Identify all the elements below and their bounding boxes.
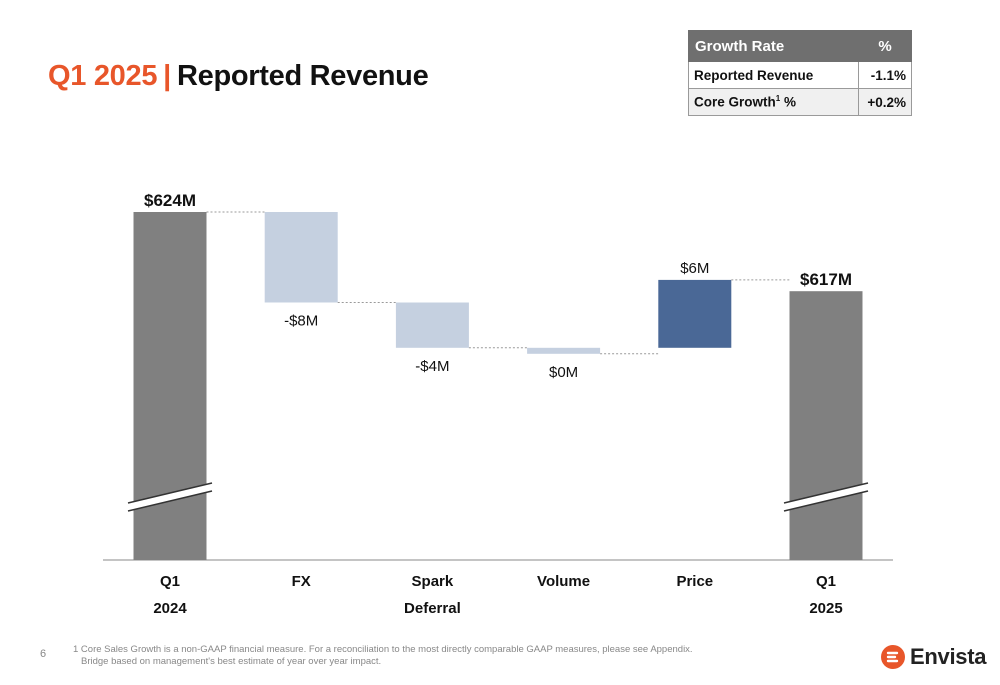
bar-5 <box>789 291 863 560</box>
bar-3 <box>527 347 601 354</box>
title-main: Reported Revenue <box>177 60 429 92</box>
footnote-line-2: Bridge based on management's best estima… <box>81 656 382 667</box>
data-label: $6M <box>680 260 709 277</box>
row-label-text: Core Growth <box>694 94 776 110</box>
axis-break-mark <box>783 482 869 504</box>
footnote: 1 Core Sales Growth is a non-GAAP financ… <box>73 644 693 668</box>
axis-break-mark <box>783 490 869 512</box>
page-title: Q1 2025 | Reported Revenue <box>48 60 429 93</box>
data-label: $0M <box>549 364 578 381</box>
growth-table-row-label: Reported Revenue <box>688 61 859 89</box>
envista-logo-text: Envista <box>910 644 987 669</box>
envista-logo-icon <box>881 645 905 669</box>
growth-table-row-reported: Reported Revenue -1.1% <box>688 61 912 89</box>
footnote-marker: 1 <box>775 94 781 104</box>
growth-table-row-label: Core Growth1 % <box>688 88 859 116</box>
page-number: 6 <box>40 648 47 660</box>
axis-break-gap <box>784 483 868 511</box>
growth-table-row-value: +0.2% <box>858 88 912 116</box>
row-label-text: Reported Revenue <box>694 67 814 83</box>
category-label: 2025 <box>809 600 842 617</box>
bar-2 <box>395 302 469 348</box>
data-label: $624M <box>144 191 196 210</box>
data-label: -$8M <box>284 313 318 330</box>
axis-break-gap <box>128 483 212 511</box>
growth-table-row-core: Core Growth1 % +0.2% <box>688 88 912 116</box>
category-label: Deferral <box>404 600 461 617</box>
growth-table-row-value: -1.1% <box>858 61 912 89</box>
data-label: $617M <box>800 270 852 289</box>
growth-table-header-unit: % <box>858 30 912 62</box>
growth-rate-table: Growth Rate % Reported Revenue -1.1% Cor… <box>688 30 912 116</box>
axis-break-mark <box>127 482 213 504</box>
bar-1 <box>264 212 338 303</box>
title-separator: | <box>163 60 171 92</box>
category-label: Q1 <box>160 573 180 590</box>
category-label: Price <box>676 573 713 590</box>
footnote-line-1: 1 Core Sales Growth is a non-GAAP financ… <box>73 644 693 655</box>
category-label: Q1 <box>816 573 836 590</box>
data-label: -$4M <box>415 358 449 375</box>
category-label: 2024 <box>153 600 187 617</box>
bar-4 <box>658 279 732 348</box>
axis-break-mark <box>127 490 213 512</box>
title-period: Q1 2025 <box>48 60 158 92</box>
category-label: FX <box>292 573 311 590</box>
category-label: Spark <box>412 573 454 590</box>
category-label: Volume <box>537 573 590 590</box>
envista-logo: Envista <box>880 642 986 672</box>
row-label-suffix: % <box>780 94 796 110</box>
